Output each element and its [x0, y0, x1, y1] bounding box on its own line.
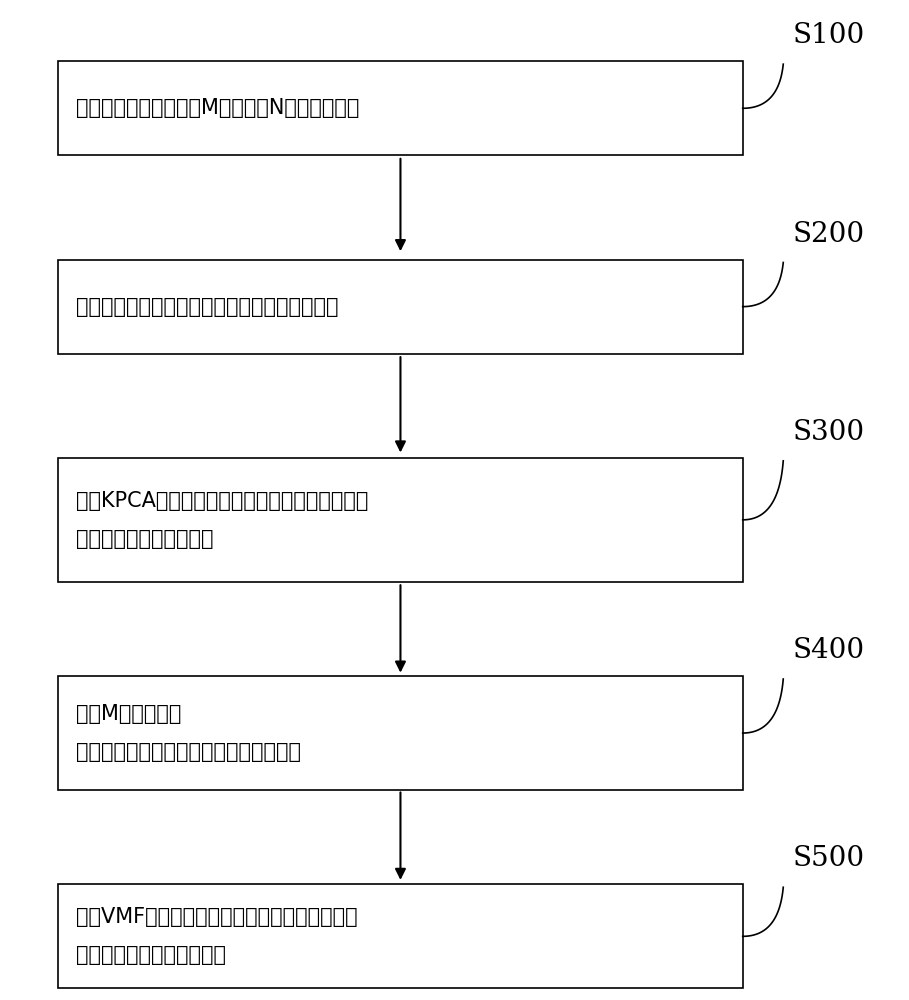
FancyBboxPatch shape — [58, 458, 743, 582]
Text: 分布，并估计确定模型参数: 分布，并估计确定模型参数 — [76, 945, 226, 965]
FancyBboxPatch shape — [58, 884, 743, 988]
Text: 征空间后的主成方向矢量: 征空间后的主成方向矢量 — [76, 529, 214, 549]
Text: 计算整个训练数据子矩阵的平均方向矢量: 计算整个训练数据子矩阵的平均方向矢量 — [76, 742, 301, 762]
FancyBboxPatch shape — [58, 61, 743, 155]
Text: S400: S400 — [793, 637, 864, 664]
Text: S500: S500 — [793, 845, 864, 872]
Text: S200: S200 — [793, 221, 864, 248]
Text: S300: S300 — [793, 419, 864, 446]
FancyBboxPatch shape — [58, 676, 743, 790]
Text: 选取合适的核函数用于高维特征空间的矢量内积: 选取合适的核函数用于高维特征空间的矢量内积 — [76, 297, 339, 317]
Text: 通过M个方向矢量: 通过M个方向矢量 — [76, 704, 182, 724]
Text: 采用KPCA的方法获取各数据子矩阵映射到高维特: 采用KPCA的方法获取各数据子矩阵映射到高维特 — [76, 491, 368, 511]
FancyBboxPatch shape — [58, 260, 743, 354]
Text: S100: S100 — [793, 22, 864, 49]
Text: 将样本数据进行划分为M段长度为N的数据子矩阵: 将样本数据进行划分为M段长度为N的数据子矩阵 — [76, 98, 360, 118]
Text: 采用VMF分布模型描述历史数据主成方向矢量的: 采用VMF分布模型描述历史数据主成方向矢量的 — [76, 907, 358, 927]
